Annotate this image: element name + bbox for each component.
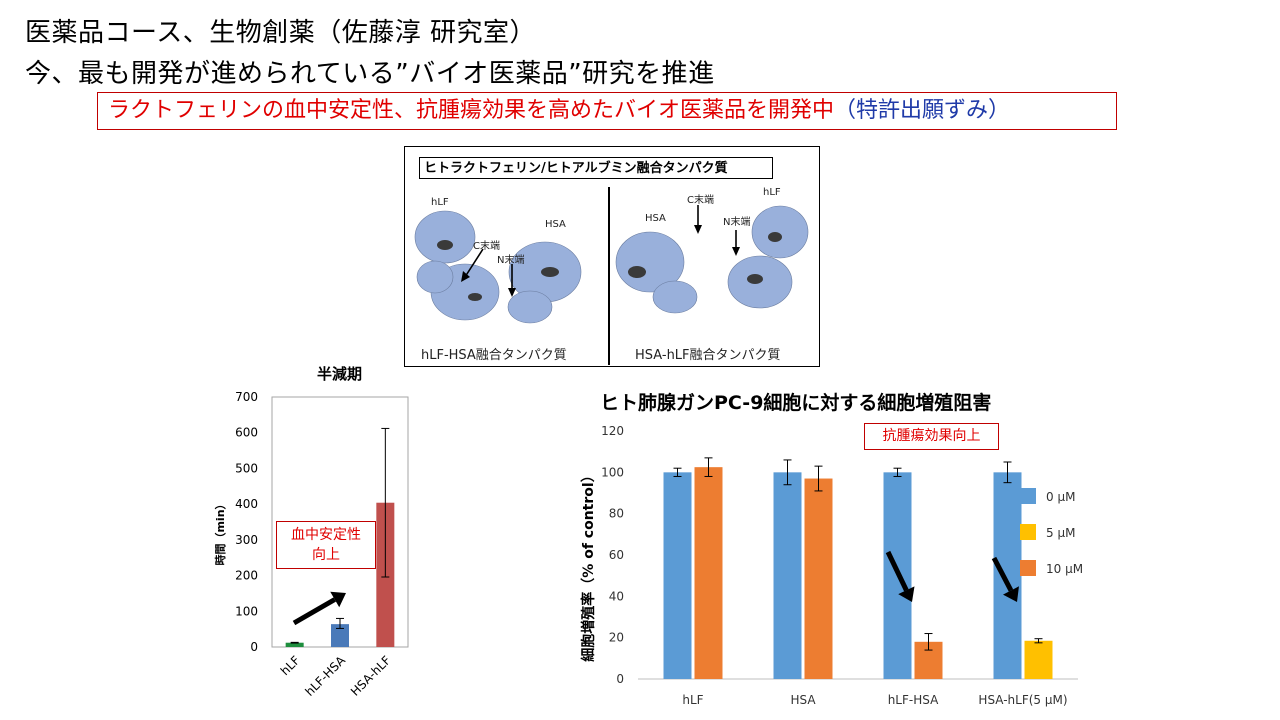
legend-swatch	[1020, 560, 1036, 576]
label-hlf-left: hLF	[431, 197, 449, 208]
half-life-chart-title: 半減期	[317, 365, 363, 383]
highlight-banner: ラクトフェリンの血中安定性、抗腫瘍効果を高めたバイオ医薬品を開発中（特許出願ずみ…	[97, 92, 1117, 130]
y-tick-label: 100	[601, 465, 624, 479]
x-tick-label: HSA-hLF(5 μM)	[978, 693, 1067, 707]
bar	[663, 472, 692, 679]
protein-structures-image	[414, 205, 809, 324]
label-n-terminus-right: N末端	[723, 217, 751, 228]
label-hlf-right: hLF	[763, 187, 781, 198]
x-tick-label: HSA	[790, 693, 816, 707]
x-tick-label: hLF-HSA	[302, 653, 348, 699]
half-life-chart: 0 100 200 300 400 500 600 700 時間（min） hLF hLF-HSA H…	[213, 390, 409, 699]
y-axis-label: 時間（min）	[213, 498, 227, 565]
legend-label: 5 μM	[1046, 526, 1075, 540]
y-tick-label: 20	[609, 631, 624, 645]
label-n-terminus-left: N末端	[497, 255, 525, 266]
y-tick-label: 40	[609, 589, 624, 603]
bar	[993, 472, 1022, 679]
decrease-arrow-hlf-hsa	[885, 550, 915, 602]
banner-main-text: ラクトフェリンの血中安定性、抗腫瘍効果を高めたバイオ医薬品を開発中	[108, 98, 835, 123]
figure-divider	[608, 187, 610, 365]
caption-hlf-hsa: hLF-HSA融合タンパク質	[421, 348, 567, 363]
x-tick-label: hLF	[278, 653, 303, 678]
bar	[773, 472, 802, 679]
label-c-terminus-right: C末端	[687, 195, 714, 206]
banner-patent-text: （特許出願ずみ）	[834, 98, 1011, 123]
bar	[331, 624, 349, 647]
y-tick-label: 200	[235, 569, 258, 583]
y-axis-label: 細胞増殖率（% of control）	[580, 468, 597, 661]
legend-label: 10 μM	[1046, 562, 1083, 576]
y-tick-label: 80	[609, 507, 624, 521]
y-tick-label: 0	[616, 672, 624, 686]
x-tick-label: hLF-HSA	[888, 693, 939, 707]
y-tick-label: 500	[235, 461, 258, 475]
y-tick-label: 700	[235, 390, 258, 404]
x-tick-label: HSA-hLF	[348, 653, 394, 699]
bar	[1024, 640, 1053, 679]
stability-callout-line-1: 血中安定性	[291, 527, 361, 543]
y-tick-label: 60	[609, 548, 624, 562]
label-c-terminus-left: C末端	[473, 241, 500, 252]
proliferation-chart: 0 20 40 60 80 100 120 細胞増殖率（% of control） hLF HSA…	[580, 424, 1083, 707]
antitumor-callout: 抗腫瘍効果向上	[864, 423, 999, 450]
protein-structure-figure: ヒトラクトフェリン/ヒトアルブミン融合タンパク質	[404, 146, 820, 367]
y-tick-label: 400	[235, 497, 258, 511]
legend-label: 0 μM	[1046, 490, 1075, 504]
y-tick-label: 0	[250, 640, 258, 654]
caption-hsa-hlf: HSA-hLF融合タンパク質	[635, 348, 781, 363]
bar	[804, 478, 833, 679]
label-hsa-left: HSA	[545, 219, 566, 230]
stability-callout-line-2: 向上	[312, 547, 340, 563]
proliferation-chart-title: ヒト肺腺ガンPC-9細胞に対する細胞増殖阻害	[600, 392, 992, 414]
bar	[694, 467, 723, 679]
increase-arrow	[292, 591, 346, 626]
figure-title: ヒトラクトフェリン/ヒトアルブミン融合タンパク質	[419, 157, 773, 179]
stability-callout: 血中安定性 向上	[276, 521, 376, 569]
legend-swatch	[1020, 524, 1036, 540]
label-hsa-right: HSA	[645, 213, 666, 224]
bar	[285, 642, 304, 647]
page-title-line-1: 医薬品コース、生物創薬（佐藤淳 研究室）	[25, 18, 536, 48]
y-tick-label: 100	[235, 604, 258, 618]
page-title-line-2: 今、最も開発が進められている”バイオ医薬品”研究を推進	[25, 59, 715, 89]
legend-swatch	[1020, 488, 1036, 504]
decrease-arrow-hsa-hlf	[991, 556, 1019, 602]
y-tick-label: 600	[235, 426, 258, 440]
y-tick-label: 300	[235, 533, 258, 547]
y-tick-label: 120	[601, 424, 624, 438]
x-tick-label: hLF	[682, 693, 703, 707]
